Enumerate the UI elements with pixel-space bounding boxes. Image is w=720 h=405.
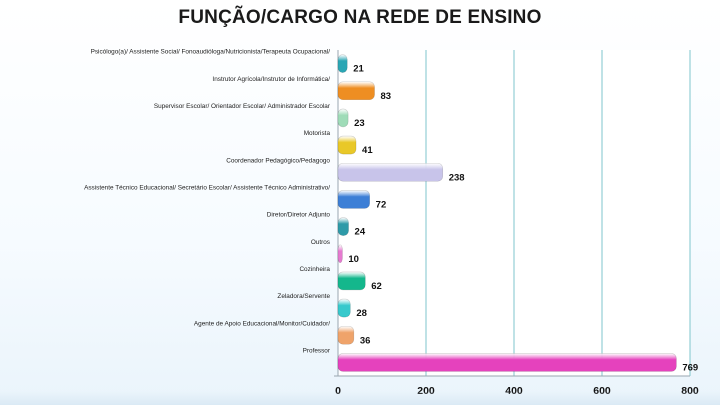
data-label: 62 bbox=[371, 281, 382, 292]
data-label: 24 bbox=[355, 227, 366, 238]
bar bbox=[337, 217, 349, 236]
bar bbox=[337, 244, 343, 264]
bar bbox=[337, 325, 355, 345]
category-label: Supervisor Escolar/ Orientador Escolar/ … bbox=[154, 103, 331, 110]
bar bbox=[337, 353, 677, 372]
bar bbox=[337, 54, 348, 73]
bar bbox=[337, 298, 351, 318]
x-tick-label: 600 bbox=[593, 385, 611, 397]
category-label: Coordenador Pedagógico/Pedagogo bbox=[226, 157, 330, 164]
category-label: Diretor/Diretor Adjunto bbox=[267, 212, 331, 219]
chart-title: FUNÇÃO/CARGO NA REDE DE ENSINO bbox=[178, 7, 542, 28]
category-label: Motorista bbox=[304, 130, 331, 137]
x-tick-label: 800 bbox=[681, 385, 699, 397]
x-tick-label: 0 bbox=[335, 385, 341, 397]
category-label: Zeladora/Servente bbox=[277, 293, 330, 300]
bar bbox=[337, 81, 375, 101]
data-label: 28 bbox=[356, 308, 367, 319]
data-label: 238 bbox=[449, 172, 465, 183]
data-label: 72 bbox=[376, 199, 387, 210]
data-label: 36 bbox=[360, 335, 371, 346]
category-label: Assistente Técnico Educacional/ Secretár… bbox=[84, 184, 330, 191]
x-tick-label: 200 bbox=[417, 385, 435, 397]
category-label: Instrutor Agrícola/Instrutor de Informát… bbox=[212, 76, 330, 83]
bar bbox=[337, 162, 444, 182]
category-label: Outros bbox=[311, 239, 330, 246]
data-label: 23 bbox=[354, 118, 365, 129]
bar bbox=[337, 271, 366, 291]
x-tick-label: 400 bbox=[505, 385, 523, 397]
data-label: 83 bbox=[381, 91, 392, 102]
bar bbox=[337, 108, 349, 128]
data-label: 21 bbox=[353, 64, 364, 75]
category-label: Professor bbox=[303, 347, 331, 354]
category-label: Cozinheira bbox=[299, 266, 330, 273]
category-label: Psicólogo(a)/ Assistente Social/ Fonoaud… bbox=[91, 49, 331, 56]
data-label: 10 bbox=[348, 254, 359, 265]
bar bbox=[337, 190, 370, 209]
bar bbox=[337, 135, 357, 155]
data-label: 41 bbox=[362, 145, 373, 156]
category-label: Agente de Apoio Educacional/Monitor/Cuid… bbox=[194, 320, 330, 327]
data-label: 769 bbox=[682, 362, 698, 373]
